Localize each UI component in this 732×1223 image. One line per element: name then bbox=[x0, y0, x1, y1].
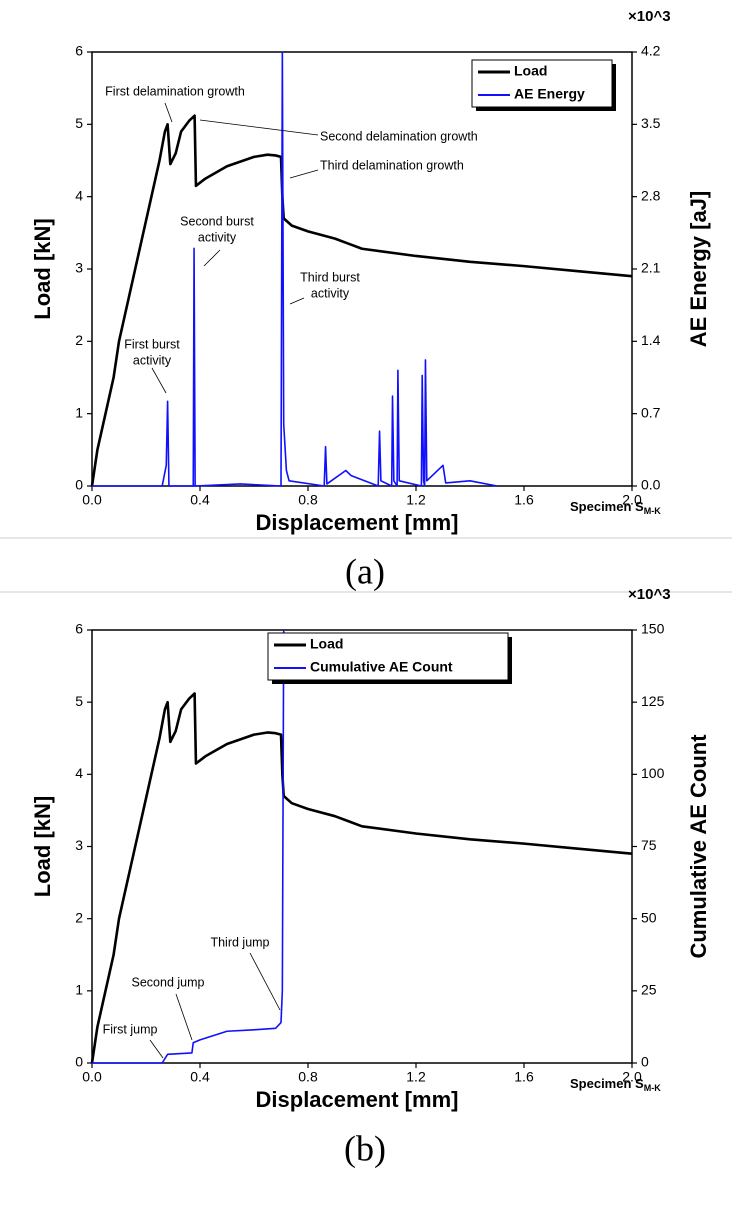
y-axis-title: Load [kN] bbox=[30, 218, 55, 319]
x-tick-label: 0.4 bbox=[190, 492, 210, 508]
annotation: Second delamination growth bbox=[320, 129, 478, 143]
legend bbox=[267, 632, 509, 681]
y2-tick-label: 2.8 bbox=[641, 187, 661, 203]
x-axis-title: Displacement [mm] bbox=[256, 510, 459, 535]
x-tick-label: 0.0 bbox=[82, 1069, 102, 1085]
x-tick-label: 1.2 bbox=[406, 492, 426, 508]
y2-tick-label: 1.4 bbox=[641, 332, 661, 348]
specimen-name: Specimen S bbox=[570, 1076, 644, 1091]
annotation: activity bbox=[198, 230, 237, 244]
y-tick-label: 3 bbox=[75, 837, 83, 853]
series-line bbox=[92, 629, 285, 1064]
y-tick-label: 2 bbox=[75, 332, 83, 348]
annotation: First burst bbox=[124, 337, 180, 351]
y-tick-label: 5 bbox=[75, 693, 83, 709]
specimen-label: Specimen SM-K bbox=[570, 499, 661, 516]
specimen-subscript: M-K bbox=[644, 506, 661, 516]
annotation: First jump bbox=[103, 1022, 158, 1036]
annotation-leader bbox=[164, 102, 173, 123]
y2-tick-label: 75 bbox=[641, 837, 657, 853]
x-tick-label: 1.6 bbox=[514, 492, 534, 508]
annotation: Second burst bbox=[180, 214, 254, 228]
series-line bbox=[90, 692, 633, 1064]
annotation-leader bbox=[249, 952, 281, 1011]
y2-tick-label: 0.0 bbox=[641, 477, 661, 493]
y-tick-label: 5 bbox=[75, 115, 83, 131]
x-axis-title: Displacement [mm] bbox=[256, 1087, 459, 1112]
legend-label: Load bbox=[514, 63, 547, 79]
y-tick-label: 1 bbox=[75, 404, 83, 420]
y2-tick-label: 2.1 bbox=[641, 260, 661, 276]
legend-label: Load bbox=[310, 636, 343, 652]
y2-tick-label: 125 bbox=[641, 693, 665, 709]
annotation: Third burst bbox=[300, 270, 360, 284]
annotation-leader bbox=[151, 367, 167, 394]
y-tick-label: 1 bbox=[75, 982, 83, 998]
caption: (a) bbox=[345, 551, 385, 591]
series-line bbox=[90, 114, 633, 487]
y-tick-label: 0 bbox=[75, 1054, 83, 1070]
x-tick-label: 1.6 bbox=[514, 1069, 534, 1085]
annotation: Third delamination growth bbox=[320, 158, 464, 172]
y-tick-label: 4 bbox=[75, 187, 83, 203]
annotation: activity bbox=[311, 286, 350, 300]
annotation-leader bbox=[289, 297, 305, 305]
axis-multiplier: ×10^3 bbox=[628, 586, 671, 603]
caption: (b) bbox=[344, 1128, 386, 1168]
legend bbox=[471, 59, 613, 108]
series-line bbox=[92, 51, 498, 487]
y2-axis-title: AE Energy [aJ] bbox=[686, 191, 711, 348]
annotation: Second jump bbox=[132, 975, 205, 989]
y2-tick-label: 150 bbox=[641, 621, 665, 637]
annotation-leader bbox=[149, 1039, 164, 1059]
x-tick-label: 0.8 bbox=[298, 492, 318, 508]
annotation-leader bbox=[203, 249, 221, 267]
annotation-leader bbox=[175, 993, 193, 1041]
specimen-subscript: M-K bbox=[644, 1083, 661, 1093]
y2-tick-label: 3.5 bbox=[641, 115, 661, 131]
x-tick-label: 2.0 bbox=[622, 492, 642, 508]
annotation: First delamination growth bbox=[105, 84, 245, 98]
specimen-label: Specimen SM-K bbox=[570, 1076, 661, 1093]
y2-tick-label: 100 bbox=[641, 765, 665, 781]
specimen-name: Specimen S bbox=[570, 499, 644, 514]
x-tick-label: 2.0 bbox=[622, 1069, 642, 1085]
y-tick-label: 4 bbox=[75, 765, 83, 781]
x-tick-label: 0.4 bbox=[190, 1069, 210, 1085]
annotation-leader bbox=[289, 169, 319, 179]
y-tick-label: 0 bbox=[75, 477, 83, 493]
y-tick-label: 6 bbox=[75, 43, 83, 59]
y2-axis-title: Cumulative AE Count bbox=[686, 734, 711, 959]
x-tick-label: 1.2 bbox=[406, 1069, 426, 1085]
legend-label: AE Energy bbox=[514, 86, 585, 102]
y2-tick-label: 25 bbox=[641, 982, 657, 998]
annotation-leader bbox=[199, 119, 319, 136]
y-axis-title: Load [kN] bbox=[30, 796, 55, 897]
y-tick-label: 6 bbox=[75, 621, 83, 637]
x-tick-label: 0.0 bbox=[82, 492, 102, 508]
x-tick-label: 0.8 bbox=[298, 1069, 318, 1085]
y2-tick-label: 0.7 bbox=[641, 404, 661, 420]
axis-multiplier: ×10^3 bbox=[628, 8, 671, 25]
annotation: activity bbox=[133, 353, 172, 367]
annotation: Third jump bbox=[210, 935, 269, 949]
legend-label: Cumulative AE Count bbox=[310, 659, 453, 675]
y2-tick-label: 0 bbox=[641, 1054, 649, 1070]
y-tick-label: 3 bbox=[75, 260, 83, 276]
y2-tick-label: 4.2 bbox=[641, 43, 661, 59]
y-tick-label: 2 bbox=[75, 909, 83, 925]
y2-tick-label: 50 bbox=[641, 909, 657, 925]
